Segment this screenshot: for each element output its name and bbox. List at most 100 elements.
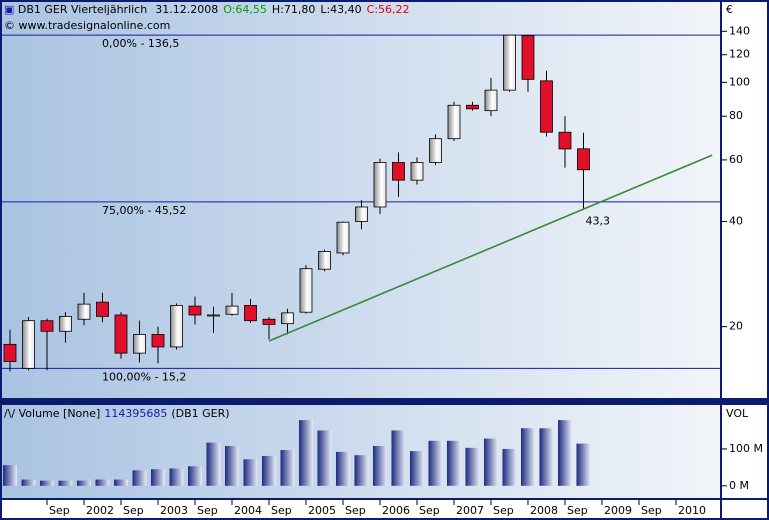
y-tick-label: 140 bbox=[729, 24, 750, 37]
volume-last: 114395685 bbox=[104, 407, 167, 420]
candle-body bbox=[336, 221, 350, 254]
volume-bar bbox=[280, 450, 295, 486]
copyright: © www.tradesignalonline.com bbox=[4, 19, 170, 32]
retracement-label: 0,00% - 136,5 bbox=[102, 37, 179, 50]
x-tick-label: Sep bbox=[271, 504, 292, 517]
trend-line bbox=[268, 154, 713, 342]
candle-body bbox=[133, 334, 146, 354]
volume-title: Volume [None] bbox=[19, 407, 101, 420]
candle-body bbox=[503, 34, 516, 91]
volume-bar bbox=[76, 480, 91, 486]
candle-body bbox=[558, 131, 572, 150]
candle-body bbox=[577, 148, 590, 171]
candle-body bbox=[77, 303, 91, 320]
candle-body bbox=[22, 320, 35, 369]
volume-bar bbox=[150, 469, 165, 486]
volume-subtitle: (DB1 GER) bbox=[171, 407, 229, 420]
candle-body bbox=[429, 138, 442, 163]
volume-bar bbox=[391, 430, 406, 486]
volume-axis bbox=[722, 405, 767, 498]
volume-bar bbox=[298, 420, 313, 486]
icon: ▣ bbox=[4, 3, 18, 16]
candle-body bbox=[373, 162, 387, 208]
icon: /\/ bbox=[4, 407, 19, 420]
x-tick-label: 2009 bbox=[604, 504, 632, 517]
x-tick-label: 2006 bbox=[382, 504, 410, 517]
volume-bar bbox=[2, 465, 17, 486]
x-tick-label: Sep bbox=[641, 504, 662, 517]
retracement-label: 100,00% - 15,2 bbox=[102, 370, 186, 383]
x-tick-label: Sep bbox=[419, 504, 440, 517]
ohlc: O:64,55 H:71,80 L:43,40 C:56,22 bbox=[223, 3, 409, 16]
x-tick-label: 2010 bbox=[678, 504, 706, 517]
volume-bar bbox=[169, 468, 184, 486]
x-tick-label: Sep bbox=[345, 504, 366, 517]
x-tick-label: 2002 bbox=[86, 504, 114, 517]
ohlc-label: C:56,22 bbox=[367, 3, 410, 16]
y-tick-label: 60 bbox=[729, 153, 743, 166]
candle-body bbox=[151, 334, 165, 348]
volume-bar bbox=[557, 420, 572, 486]
candle-body bbox=[170, 305, 183, 348]
volume-bar bbox=[483, 438, 498, 486]
volume-axis-label: VOL bbox=[726, 407, 749, 420]
candle-body bbox=[355, 206, 368, 222]
time-axis bbox=[2, 500, 720, 518]
volume-bar bbox=[317, 430, 332, 486]
date: 31.12.2008 bbox=[155, 3, 218, 16]
volume-bar bbox=[132, 470, 147, 486]
volume-bar bbox=[539, 428, 554, 486]
header: ▣ DB1 GER Vierteljährlich 31.12.2008 O:64,… bbox=[4, 3, 410, 16]
volume-bar bbox=[465, 447, 480, 486]
x-tick-label: 2008 bbox=[530, 504, 558, 517]
volume-bar bbox=[113, 479, 128, 486]
unit: € bbox=[726, 3, 733, 16]
volume-bar bbox=[21, 479, 36, 486]
volume-bar bbox=[409, 451, 424, 486]
volume-bar bbox=[224, 445, 239, 486]
candle-body bbox=[40, 320, 54, 332]
volume-bar bbox=[576, 443, 591, 486]
candle-body bbox=[392, 162, 405, 181]
candle-body bbox=[244, 305, 257, 322]
candle-body bbox=[466, 104, 479, 110]
volume-bar bbox=[354, 455, 369, 486]
candle-body bbox=[447, 104, 461, 140]
volume-tick-label: 100 M bbox=[729, 442, 763, 455]
candle-body bbox=[484, 89, 498, 112]
x-tick-label: Sep bbox=[567, 504, 588, 517]
symbol-title: DB1 GER Vierteljährlich bbox=[18, 3, 147, 16]
candle-body bbox=[188, 305, 202, 316]
candle-body bbox=[410, 162, 424, 181]
volume-bar bbox=[428, 440, 443, 486]
low-annotation: 43,3 bbox=[585, 214, 610, 227]
y-tick-label: 100 bbox=[729, 75, 750, 88]
candle-body bbox=[521, 35, 535, 80]
candle-body bbox=[299, 268, 313, 313]
x-tick-label: Sep bbox=[493, 504, 514, 517]
volume-tick-label: 0 M bbox=[729, 479, 749, 492]
x-tick-label: Sep bbox=[49, 504, 70, 517]
candle-body bbox=[262, 318, 276, 325]
ohlc-label: O:64,55 bbox=[223, 3, 267, 16]
x-tick-label: 2004 bbox=[234, 504, 262, 517]
candle-body bbox=[3, 343, 17, 362]
x-tick-label: 2003 bbox=[160, 504, 188, 517]
x-tick-label: Sep bbox=[123, 504, 144, 517]
candle-body bbox=[225, 305, 239, 315]
volume-bar bbox=[187, 466, 202, 486]
y-tick-label: 120 bbox=[729, 48, 750, 61]
volume-bar bbox=[372, 445, 387, 486]
price-axis bbox=[722, 2, 767, 398]
candle-body bbox=[207, 314, 220, 317]
price-panel bbox=[2, 2, 720, 398]
y-tick-label: 20 bbox=[729, 320, 743, 333]
ohlc-label: L:43,40 bbox=[320, 3, 361, 16]
volume-header: /\/ Volume [None] 114395685 (DB1 GER) bbox=[4, 407, 230, 420]
volume-bar bbox=[261, 455, 276, 486]
volume-bar bbox=[520, 428, 535, 486]
volume-bar bbox=[335, 451, 350, 486]
volume-bar bbox=[58, 480, 73, 486]
candle-body bbox=[318, 251, 331, 270]
retracement-label: 75,00% - 45,52 bbox=[102, 204, 186, 217]
